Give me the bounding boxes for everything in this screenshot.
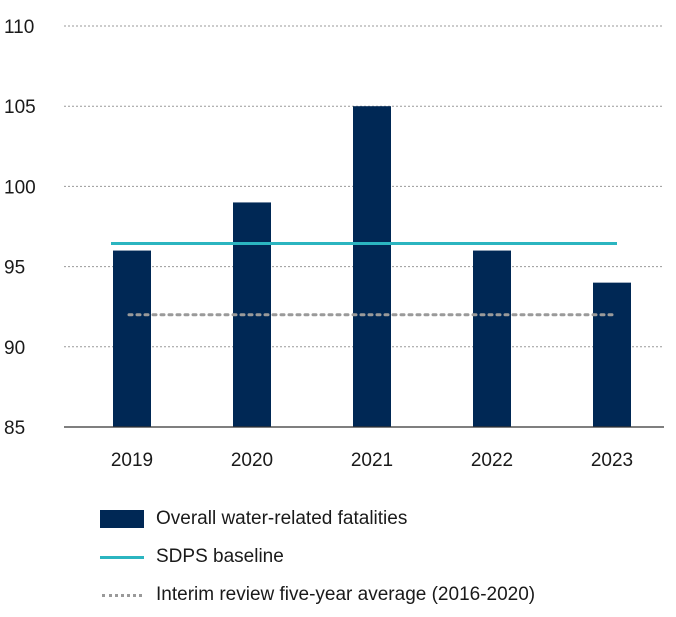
legend: Overall water-related fatalities SDPS ba… bbox=[100, 500, 535, 614]
legend-label-fatalities: Overall water-related fatalities bbox=[156, 508, 408, 529]
legend-swatch-line bbox=[100, 555, 144, 559]
x-tick-label-2022: 2022 bbox=[471, 450, 513, 470]
x-tick-label-2020: 2020 bbox=[231, 450, 273, 470]
y-tick-label-90: 90 bbox=[4, 338, 25, 359]
y-tick-label-85: 85 bbox=[4, 418, 25, 439]
legend-swatch-dotted bbox=[100, 593, 144, 597]
bar-2019 bbox=[113, 250, 151, 427]
x-tick-label-2019: 2019 bbox=[111, 450, 153, 470]
x-tick-label-2023: 2023 bbox=[591, 450, 633, 470]
bar-chart: 85 90 95 100 105 110 2019 2020 2021 2022 2023 bbox=[4, 17, 664, 470]
bar-2023 bbox=[593, 282, 631, 427]
legend-item-interim-average: Interim review five-year average (2016-2… bbox=[100, 576, 535, 614]
legend-label-interim-average: Interim review five-year average (2016-2… bbox=[156, 584, 536, 605]
y-tick-label-95: 95 bbox=[4, 258, 25, 279]
y-tick-label-100: 100 bbox=[4, 177, 36, 198]
legend-label-sdps-baseline: SDPS baseline bbox=[156, 546, 284, 567]
y-tick-label-105: 105 bbox=[4, 97, 36, 118]
bar-2021 bbox=[353, 106, 391, 427]
legend-swatch-bar bbox=[100, 510, 144, 528]
x-tick-label-2021: 2021 bbox=[351, 450, 393, 470]
bar-2022 bbox=[473, 250, 511, 427]
legend-item-fatalities: Overall water-related fatalities bbox=[100, 500, 535, 538]
y-tick-label-110: 110 bbox=[4, 17, 34, 38]
legend-item-sdps-baseline: SDPS baseline bbox=[100, 538, 535, 576]
